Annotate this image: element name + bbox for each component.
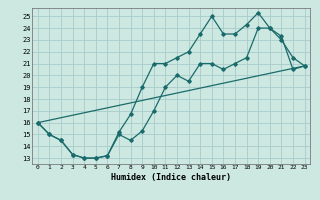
X-axis label: Humidex (Indice chaleur): Humidex (Indice chaleur) — [111, 173, 231, 182]
